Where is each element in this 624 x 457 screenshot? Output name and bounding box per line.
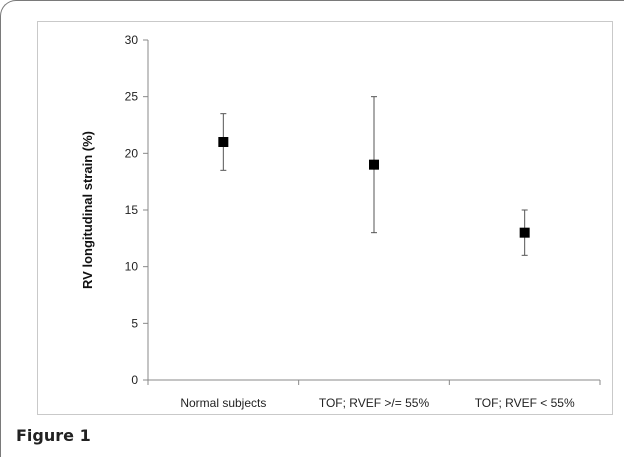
figure-caption: Figure 1 (16, 426, 91, 445)
y-tick-label: 0 (131, 373, 138, 387)
y-tick-label: 25 (125, 90, 139, 104)
x-axis: Normal subjects TOF; RVEF >/= 55% TOF; RVE… (147, 379, 601, 410)
y-axis-title: RV longitudinal strain (%) (80, 131, 95, 289)
x-tick-label: TOF; RVEF >/= 55% (319, 396, 430, 410)
y-tick-label: 10 (125, 260, 139, 274)
plot-panel (37, 21, 613, 415)
data-markers (218, 137, 530, 238)
y-tick-label: 20 (125, 146, 139, 160)
error-bars (220, 96, 528, 256)
x-tick-label: Normal subjects (180, 396, 266, 410)
x-tick-label: TOF; RVEF < 55% (475, 396, 575, 410)
y-tick-label: 15 (125, 203, 139, 217)
data-point-marker (218, 137, 229, 147)
y-tick-label: 5 (131, 316, 138, 330)
y-axis: 0 5 10 15 20 25 30 (125, 33, 149, 387)
data-point-marker (369, 159, 379, 170)
y-tick-label: 30 (125, 33, 139, 47)
data-point-marker (519, 227, 530, 238)
